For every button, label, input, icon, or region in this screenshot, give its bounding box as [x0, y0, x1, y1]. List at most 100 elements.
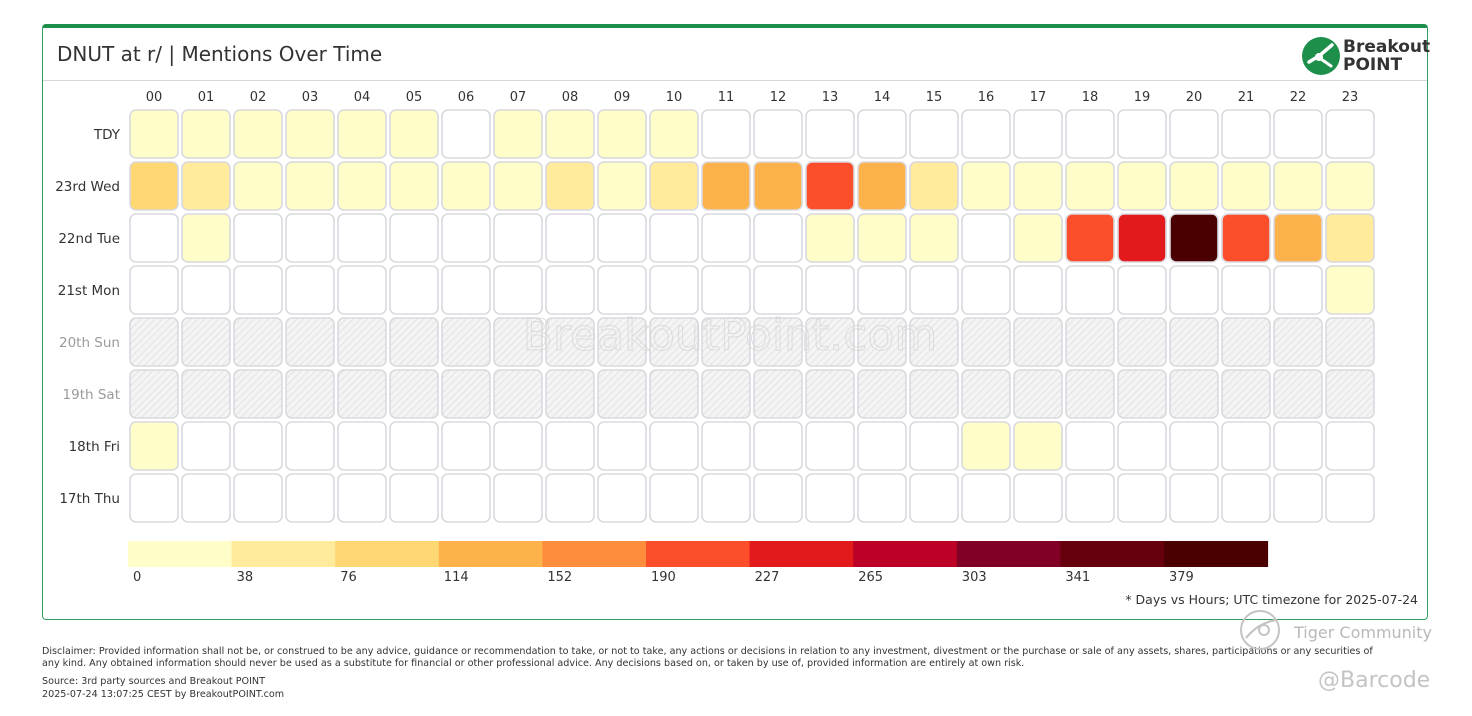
heatmap-cell [597, 213, 647, 263]
heatmap-cell [1273, 317, 1323, 367]
heatmap-cell [493, 317, 543, 367]
heatmap-cell [337, 213, 387, 263]
heatmap-cell [181, 317, 231, 367]
heatmap-cell [285, 109, 335, 159]
heatmap-cell [1065, 109, 1115, 159]
heatmap-cell [441, 317, 491, 367]
heatmap-cell [805, 421, 855, 471]
hour-label-01: 01 [198, 90, 215, 105]
heatmap-cell [753, 421, 803, 471]
heatmap-cell [337, 473, 387, 523]
generated-timestamp: 2025-07-24 13:07:25 CEST by BreakoutPOIN… [42, 689, 285, 700]
heatmap-cell [181, 369, 231, 419]
heatmap-cell [129, 421, 179, 471]
heatmap-cell [233, 213, 283, 263]
heatmap-cell [129, 265, 179, 315]
heatmap-cell [961, 265, 1011, 315]
heatmap-cell [857, 161, 907, 211]
heatmap-cell [1325, 369, 1375, 419]
heatmap-cell [1169, 213, 1219, 263]
heatmap-cell [389, 421, 439, 471]
source-text: Source: 3rd party sources and Breakout P… [42, 676, 265, 687]
heatmap-cell [233, 109, 283, 159]
day-label: 20th Sun [59, 335, 120, 351]
heatmap-cell [753, 473, 803, 523]
heatmap-cell [441, 421, 491, 471]
heatmap-cell [1221, 421, 1271, 471]
heatmap-cell [649, 369, 699, 419]
heatmap-cell [1325, 161, 1375, 211]
heatmap-cell [129, 213, 179, 263]
day-label: 19th Sat [63, 387, 120, 403]
heatmap-cell [285, 421, 335, 471]
heatmap-cell [285, 369, 335, 419]
legend-swatch [646, 541, 751, 567]
hour-label-11: 11 [718, 90, 735, 105]
heatmap-cell [701, 109, 751, 159]
legend-tick-label: 190 [651, 570, 676, 585]
heatmap-cell [857, 317, 907, 367]
heatmap-cell [545, 473, 595, 523]
heatmap-cell [389, 317, 439, 367]
heatmap-cell [389, 161, 439, 211]
heatmap-cell [545, 265, 595, 315]
heatmap-cell [649, 109, 699, 159]
heatmap-cell [1273, 109, 1323, 159]
heatmap-cell [493, 213, 543, 263]
heatmap-cell [1013, 109, 1063, 159]
heatmap-cell [233, 265, 283, 315]
heatmap-cell [805, 369, 855, 419]
heatmap-cell [805, 109, 855, 159]
legend-tick-label: 227 [755, 570, 780, 585]
heatmap-cell [441, 213, 491, 263]
heatmap-cell [649, 317, 699, 367]
heatmap-cell [181, 109, 231, 159]
heatmap-cell [701, 317, 751, 367]
heatmap-cell [961, 473, 1011, 523]
heatmap-cell [805, 317, 855, 367]
day-label: 23rd Wed [55, 179, 120, 195]
hour-label-12: 12 [770, 90, 787, 105]
heatmap-cell [129, 473, 179, 523]
heatmap-cell [1065, 213, 1115, 263]
tiger-logo-icon [1240, 610, 1280, 650]
heatmap-cell [441, 473, 491, 523]
heatmap-cell [909, 473, 959, 523]
heatmap-cell [805, 265, 855, 315]
heatmap-cell [337, 109, 387, 159]
heatmap-cell [1221, 317, 1271, 367]
heatmap-cell [909, 265, 959, 315]
heatmap-cell [701, 421, 751, 471]
heatmap-cell [1325, 317, 1375, 367]
heatmap-cell [1273, 213, 1323, 263]
heatmap-cell [285, 317, 335, 367]
heatmap-cell [597, 473, 647, 523]
hour-label-14: 14 [874, 90, 891, 105]
heatmap-cell [649, 265, 699, 315]
heatmap-cell [597, 265, 647, 315]
heatmap-cell [753, 265, 803, 315]
legend-swatch [956, 541, 1061, 567]
hour-label-21: 21 [1238, 90, 1255, 105]
hour-label-02: 02 [250, 90, 267, 105]
heatmap-cell [493, 473, 543, 523]
heatmap-cell [753, 369, 803, 419]
heatmap-cell [389, 265, 439, 315]
heatmap-cell [389, 369, 439, 419]
heatmap-cell [285, 265, 335, 315]
heatmap-cell [285, 161, 335, 211]
legend-swatch [749, 541, 854, 567]
barcode-watermark: @Barcode [1318, 668, 1431, 693]
breakout-point-logo: Breakout POINT [1301, 36, 1430, 76]
heatmap-cell [493, 265, 543, 315]
heatmap-cell [1013, 265, 1063, 315]
heatmap-cell [1273, 421, 1323, 471]
legend-tick-label: 0 [133, 570, 141, 585]
heatmap-cell [1117, 213, 1167, 263]
heatmap-cell [545, 213, 595, 263]
heatmap-cell [701, 265, 751, 315]
heatmap-cell [857, 369, 907, 419]
chart-footnote: * Days vs Hours; UTC timezone for 2025-0… [1125, 592, 1418, 607]
heatmap-cell [285, 473, 335, 523]
